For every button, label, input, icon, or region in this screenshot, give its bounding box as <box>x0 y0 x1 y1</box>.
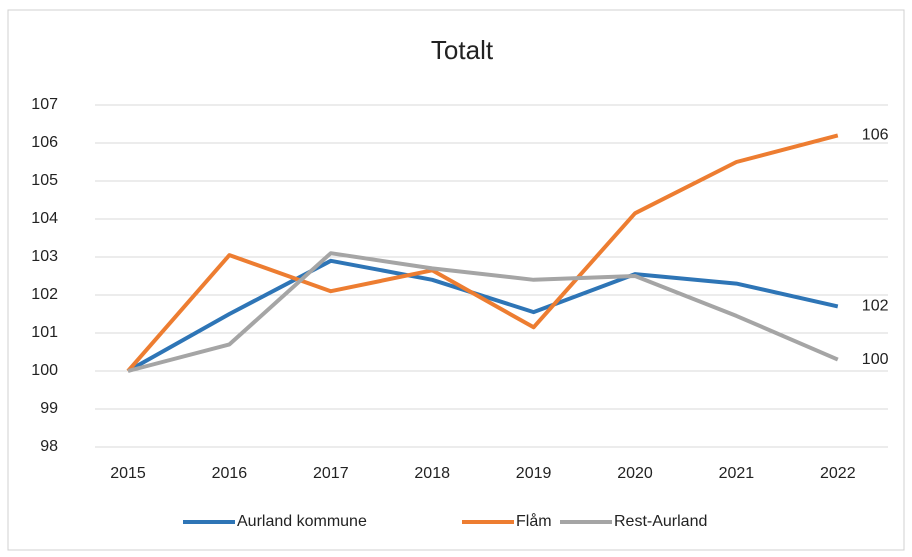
legend-label: Rest-Aurland <box>614 513 707 530</box>
y-tick-label: 105 <box>31 172 58 189</box>
y-tick-label: 98 <box>40 438 58 455</box>
chart-border <box>7 9 905 551</box>
line-series <box>127 258 839 373</box>
y-tick-label: 107 <box>31 96 58 113</box>
y-tick-label: 104 <box>31 210 58 227</box>
x-tick-label: 2015 <box>110 465 146 482</box>
data-label: 106 <box>862 127 889 144</box>
y-tick-label: 106 <box>31 134 58 151</box>
x-tick-label: 2016 <box>212 465 248 482</box>
data-label: 100 <box>862 351 889 368</box>
x-tick-label: 2020 <box>617 465 653 482</box>
x-tick-label: 2022 <box>820 465 856 482</box>
y-tick-label: 103 <box>31 248 58 265</box>
x-tick-label: 2021 <box>719 465 755 482</box>
y-tick-label: 99 <box>40 400 58 417</box>
chart-title: Totalt <box>431 35 494 65</box>
line-series <box>127 251 839 373</box>
data-label: 102 <box>862 298 889 315</box>
x-tick-label: 2019 <box>516 465 552 482</box>
y-tick-label: 100 <box>31 362 58 379</box>
x-tick-label: 2017 <box>313 465 349 482</box>
line-series <box>126 133 839 373</box>
x-tick-label: 2018 <box>414 465 450 482</box>
legend-label: Aurland kommune <box>237 513 367 530</box>
y-tick-label: 102 <box>31 286 58 303</box>
legend-label: Flåm <box>516 512 552 530</box>
y-tick-label: 101 <box>31 324 58 341</box>
